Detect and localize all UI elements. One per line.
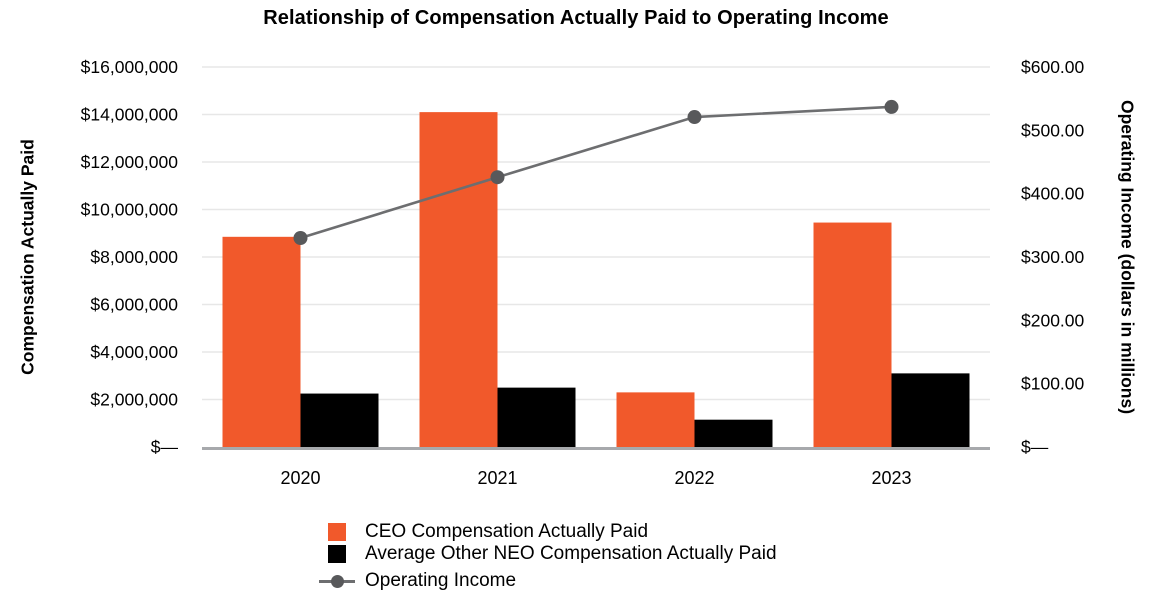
bar-ceo-2020 [222,236,301,447]
x-axis-category-label: 2020 [280,468,320,488]
neo-swatch-icon [319,545,355,563]
operating-income-point-2023 [884,99,899,114]
bar-ceo-2021 [419,112,498,447]
legend-label-ceo: CEO Compensation Actually Paid [365,521,649,542]
bar-neo-2022 [694,419,773,447]
left-axis-tick-label: $16,000,000 [81,57,179,77]
legend-item-neo: Average Other NEO Compensation Actually … [319,543,777,565]
bar-neo-2020 [300,393,379,447]
x-axis-category-label: 2022 [674,468,714,488]
right-axis-tick-label: $600.00 [1021,57,1085,77]
bar-neo-2021 [497,387,576,447]
right-axis-tick-label: $100.00 [1021,374,1085,394]
legend: CEO Compensation Actually Paid Average O… [319,521,777,592]
bar-ceo-2023 [813,222,892,447]
operating-income-point-2022 [687,110,702,125]
right-axis-tick-label: $400.00 [1021,184,1085,204]
operating-income-line [300,105,892,240]
legend-label-neo: Average Other NEO Compensation Actually … [365,543,777,564]
left-axis-tick-label: $— [151,437,179,457]
line-marker-icon [319,574,355,588]
left-axis-tick-label: $6,000,000 [90,295,178,315]
chart-title: Relationship of Compensation Actually Pa… [263,7,889,29]
operating-income-point-2021 [490,170,505,185]
bar-neo-2023 [891,373,970,447]
left-axis-tick-label: $14,000,000 [81,105,179,125]
left-axis-tick-label: $4,000,000 [90,342,178,362]
legend-item-operating-income: Operating Income [319,570,777,592]
ceo-swatch-icon [319,523,355,541]
right-axis-tick-label: $300.00 [1021,247,1085,267]
right-axis-tick-label: $200.00 [1021,310,1085,330]
legend-item-ceo: CEO Compensation Actually Paid [319,521,777,543]
left-axis-tick-label: $8,000,000 [90,247,178,267]
legend-label-operating-income: Operating Income [365,570,517,591]
bar-ceo-2022 [616,392,695,447]
right-axis-tick-label: $500.00 [1021,120,1085,140]
x-axis-category-label: 2023 [871,468,911,488]
x-axis-category-label: 2021 [477,468,517,488]
left-axis-tick-label: $12,000,000 [81,152,179,172]
left-axis-tick-label: $10,000,000 [81,200,179,220]
operating-income-point-2020 [293,231,308,245]
right-axis-tick-label: $— [1021,437,1049,457]
left-axis-tick-label: $2,000,000 [90,390,178,410]
